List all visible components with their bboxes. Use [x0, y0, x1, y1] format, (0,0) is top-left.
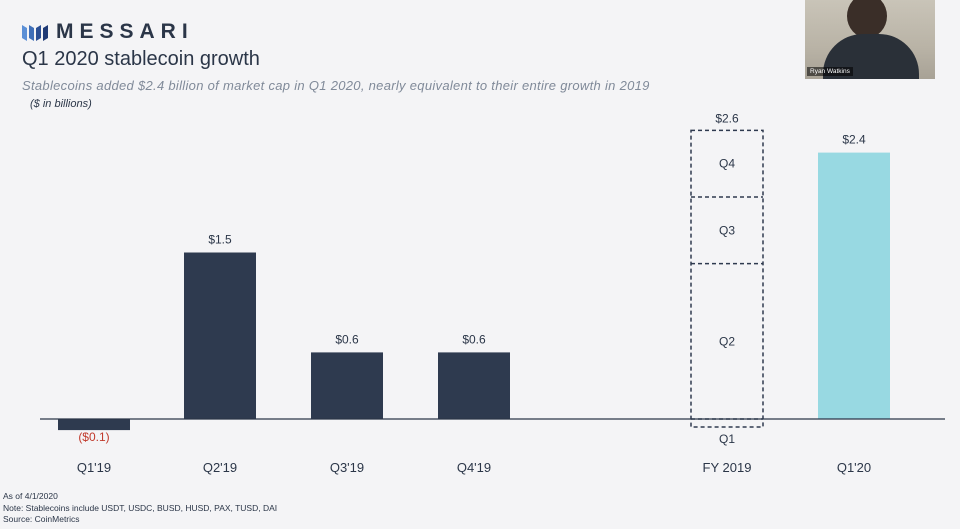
bar-fy-2019-segment-label-q4: Q4 — [719, 157, 735, 171]
messari-logo-icon — [22, 25, 48, 41]
bar-q4-19-data-label: $0.6 — [462, 332, 486, 346]
bar-q2-19 — [184, 252, 256, 419]
unit-note: ($ in billions) — [30, 98, 92, 110]
x-tick-label-q2-19: Q2'19 — [203, 460, 237, 475]
page-subtitle: Stablecoins added $2.4 billion of market… — [22, 78, 650, 93]
bar-fy-2019-segment-label-q2: Q2 — [719, 334, 735, 348]
messari-logo: MESSARI — [22, 20, 194, 44]
bar-q3-19-data-label: $0.6 — [335, 332, 359, 346]
x-tick-label-fy-2019: FY 2019 — [703, 460, 752, 475]
bar-q4-19 — [438, 352, 510, 419]
x-tick-label-q1-19: Q1'19 — [77, 460, 111, 475]
bar-q1-19-data-label: ($0.1) — [78, 430, 109, 444]
x-tick-label-q3-19: Q3'19 — [330, 460, 364, 475]
footnote-as-of: As of 4/1/2020 — [3, 491, 58, 501]
footnote-source: Source: CoinMetrics — [3, 514, 80, 524]
x-tick-label-q4-19: Q4'19 — [457, 460, 491, 475]
bar-q1-19 — [58, 419, 130, 431]
footnotes: As of 4/1/2020 Note: Stablecoins include… — [3, 491, 277, 526]
webcam-overlay: Ryan Watkins — [805, 0, 935, 79]
footnote-note: Note: Stablecoins include USDT, USDC, BU… — [3, 502, 278, 513]
bar-q2-19-data-label: $1.5 — [208, 233, 232, 247]
brand-name: MESSARI — [56, 20, 194, 43]
x-tick-label-q1-20: Q1'20 — [837, 460, 871, 475]
bar-q1-20-data-label: $2.4 — [842, 133, 866, 147]
bar-q3-19 — [311, 352, 383, 419]
bar-fy-2019-outline — [690, 129, 764, 428]
page-title: Q1 2020 stablecoin growth — [22, 48, 260, 70]
bar-q1-20 — [818, 152, 890, 419]
bar-fy-2019-segment-label-q3: Q3 — [719, 223, 735, 237]
webcam-person-head — [847, 0, 887, 38]
bar-fy-2019-segment-label-q1: Q1 — [719, 432, 735, 446]
webcam-name-tag: Ryan Watkins — [807, 67, 853, 76]
bar-fy-2019-data-label: $2.6 — [715, 111, 739, 125]
